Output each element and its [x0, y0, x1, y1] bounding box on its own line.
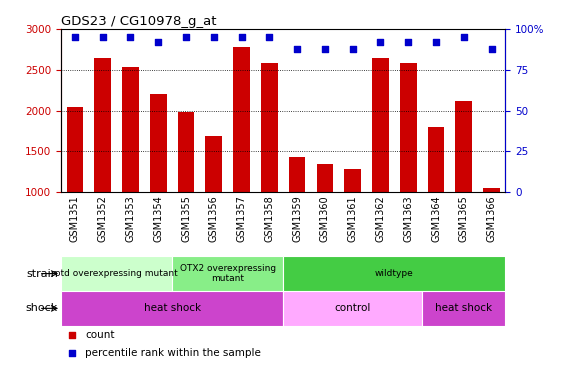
Text: GSM1362: GSM1362 [375, 195, 385, 242]
Point [209, 34, 218, 40]
Point [70, 34, 80, 40]
Bar [261, 63, 278, 192]
Point [459, 34, 468, 40]
Text: strain: strain [26, 269, 58, 279]
Bar [317, 164, 333, 192]
Text: GSM1353: GSM1353 [125, 195, 135, 242]
Point [67, 350, 77, 356]
Bar [61, 256, 172, 291]
Text: wildtype: wildtype [375, 269, 414, 278]
Text: GSM1361: GSM1361 [347, 195, 358, 242]
Text: heat shock: heat shock [435, 303, 492, 313]
Bar [122, 67, 139, 192]
Text: GSM1351: GSM1351 [70, 195, 80, 242]
Bar [483, 188, 500, 192]
Bar [233, 47, 250, 192]
Bar [94, 58, 111, 192]
Point [98, 34, 107, 40]
Point [153, 40, 163, 45]
Bar [372, 58, 389, 192]
Point [292, 46, 302, 52]
Bar [67, 107, 83, 192]
Bar [345, 169, 361, 192]
Bar [150, 94, 167, 192]
Bar [428, 127, 444, 192]
Text: GSM1352: GSM1352 [98, 195, 107, 242]
Point [487, 46, 496, 52]
Point [320, 46, 329, 52]
Bar [178, 112, 194, 192]
Text: shock: shock [26, 303, 58, 313]
Point [237, 34, 246, 40]
Point [348, 46, 357, 52]
Text: GSM1356: GSM1356 [209, 195, 219, 242]
Text: OTX2 overexpressing
mutant: OTX2 overexpressing mutant [180, 264, 276, 283]
Text: heat shock: heat shock [144, 303, 200, 313]
Text: GSM1363: GSM1363 [403, 195, 413, 242]
Text: GSM1359: GSM1359 [292, 195, 302, 242]
Text: count: count [85, 330, 115, 340]
Point [181, 34, 191, 40]
Bar [289, 157, 306, 192]
Point [376, 40, 385, 45]
Text: control: control [335, 303, 371, 313]
Bar [61, 291, 283, 326]
Text: percentile rank within the sample: percentile rank within the sample [85, 348, 261, 358]
Text: GSM1354: GSM1354 [153, 195, 163, 242]
Text: GSM1355: GSM1355 [181, 195, 191, 242]
Text: GDS23 / CG10978_g_at: GDS23 / CG10978_g_at [61, 15, 217, 28]
Text: otd overexpressing mutant: otd overexpressing mutant [55, 269, 178, 278]
Text: GSM1364: GSM1364 [431, 195, 441, 242]
Bar [283, 291, 422, 326]
Point [67, 332, 77, 338]
Point [126, 34, 135, 40]
Point [265, 34, 274, 40]
Text: GSM1358: GSM1358 [264, 195, 274, 242]
Bar [400, 63, 417, 192]
Point [431, 40, 440, 45]
Bar [206, 136, 222, 192]
Text: GSM1357: GSM1357 [236, 195, 246, 242]
Bar [172, 256, 283, 291]
Point [404, 40, 413, 45]
Bar [456, 101, 472, 192]
Bar [422, 291, 505, 326]
Text: GSM1365: GSM1365 [459, 195, 469, 242]
Text: GSM1360: GSM1360 [320, 195, 330, 242]
Bar [283, 256, 505, 291]
Text: GSM1366: GSM1366 [486, 195, 497, 242]
